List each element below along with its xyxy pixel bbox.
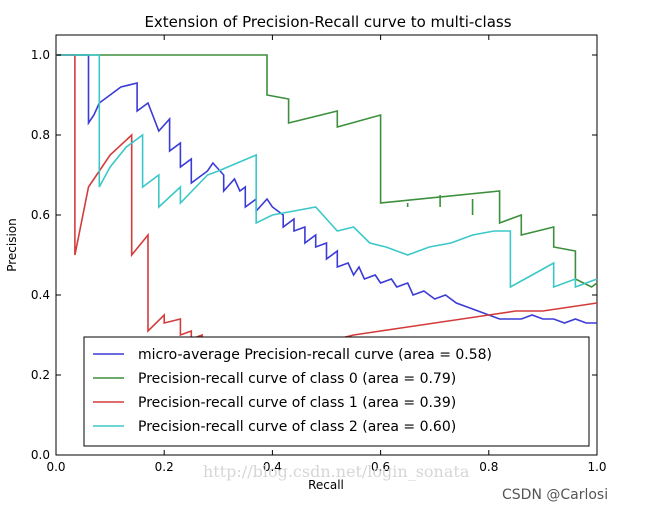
tick-layer: 0.0 0.2 0.4 0.6 0.8 1.0 0.0 0.2 0.4 0.6 0.8 1.0 [31,35,607,474]
y-axis-label: Precision [5,218,19,272]
legend: micro-average Precision-recall curve (ar… [83,336,590,447]
x-tick-label: 0.0 [46,460,65,474]
legend-label-3: Precision-recall curve of class 2 (area … [138,419,456,435]
legend-label-1: Precision-recall curve of class 0 (area … [138,371,456,387]
chart-title: Extension of Precision-Recall curve to m… [144,13,511,31]
y-tick-label: 0.8 [31,128,50,142]
y-tick-label: 0.2 [31,368,50,382]
y-tick-label: 0.6 [31,208,50,222]
x-tick-label: 0.4 [263,460,282,474]
x-axis-label: Recall [308,478,344,492]
y-tick-label: 0.0 [31,448,50,462]
y-tick-label: 1.0 [31,48,50,62]
series-line-3 [56,54,598,289]
series-line-0 [56,54,597,324]
x-tick-label: 1.0 [587,460,606,474]
x-tick-label: 0.2 [155,460,174,474]
series-line-1 [56,54,598,288]
y-tick-label: 0.4 [31,288,50,302]
legend-box [83,336,590,447]
legend-label-0: micro-average Precision-recall curve (ar… [138,347,492,363]
legend-label-2: Precision-recall curve of class 1 (area … [138,395,456,411]
x-tick-label: 0.6 [371,460,390,474]
x-tick-label: 0.8 [479,460,498,474]
credit-text: CSDN @Carlosi [502,487,608,503]
watermark: http://blog.csdn.net/login_sonata [203,462,470,481]
